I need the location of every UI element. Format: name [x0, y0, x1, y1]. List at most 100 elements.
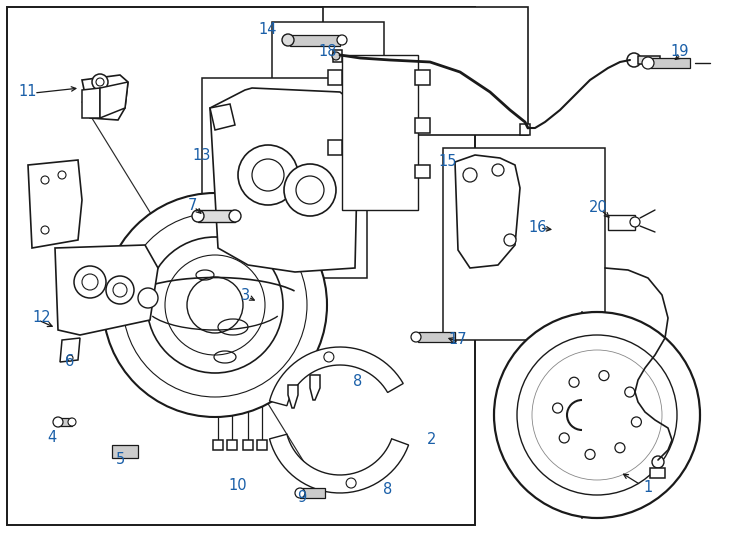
Circle shape: [41, 176, 49, 184]
Polygon shape: [213, 440, 223, 450]
Polygon shape: [608, 215, 635, 230]
Text: 7: 7: [187, 198, 197, 213]
Bar: [323, 7, 528, 135]
Circle shape: [284, 164, 336, 216]
Polygon shape: [55, 245, 158, 335]
Circle shape: [411, 332, 421, 342]
Circle shape: [553, 403, 562, 413]
Text: 14: 14: [259, 23, 277, 37]
Text: 1: 1: [644, 481, 653, 496]
Circle shape: [58, 171, 66, 179]
Polygon shape: [243, 440, 253, 450]
Circle shape: [113, 283, 127, 297]
Polygon shape: [310, 375, 320, 400]
Text: 9: 9: [297, 490, 307, 505]
Circle shape: [282, 34, 294, 46]
Polygon shape: [455, 155, 520, 268]
Polygon shape: [288, 385, 298, 408]
Circle shape: [559, 433, 570, 443]
Text: 19: 19: [671, 44, 689, 59]
Polygon shape: [28, 160, 82, 248]
Polygon shape: [290, 35, 340, 46]
Circle shape: [67, 355, 73, 361]
Text: 2: 2: [427, 433, 437, 448]
Circle shape: [337, 35, 347, 45]
Polygon shape: [58, 418, 72, 426]
Circle shape: [165, 255, 265, 355]
Text: 4: 4: [48, 430, 57, 445]
Polygon shape: [112, 445, 138, 458]
Polygon shape: [520, 124, 530, 135]
Bar: [202, 78, 367, 278]
Circle shape: [296, 176, 324, 204]
Text: 6: 6: [65, 354, 75, 369]
Text: 13: 13: [193, 147, 211, 163]
Circle shape: [625, 387, 635, 397]
Circle shape: [504, 234, 516, 246]
Circle shape: [123, 213, 307, 397]
Text: 11: 11: [19, 84, 37, 99]
Polygon shape: [198, 210, 235, 222]
Text: 10: 10: [229, 478, 247, 494]
Circle shape: [494, 312, 700, 518]
Circle shape: [192, 210, 204, 222]
Circle shape: [630, 217, 640, 227]
Circle shape: [332, 52, 340, 60]
Circle shape: [577, 395, 617, 435]
Circle shape: [585, 449, 595, 460]
Bar: [7, 7, 475, 525]
Polygon shape: [227, 440, 237, 450]
Circle shape: [147, 237, 283, 373]
Circle shape: [627, 53, 641, 67]
Circle shape: [324, 352, 334, 362]
Polygon shape: [638, 56, 660, 64]
Polygon shape: [210, 88, 358, 272]
Polygon shape: [342, 55, 418, 210]
Bar: [443, 148, 605, 340]
Circle shape: [295, 488, 305, 498]
Polygon shape: [328, 70, 342, 85]
Text: 5: 5: [115, 453, 125, 468]
Circle shape: [652, 456, 664, 468]
Circle shape: [187, 277, 243, 333]
Circle shape: [53, 417, 63, 427]
Circle shape: [544, 362, 650, 468]
Circle shape: [532, 350, 662, 480]
Polygon shape: [257, 440, 267, 450]
Polygon shape: [300, 488, 325, 498]
Circle shape: [615, 443, 625, 453]
Polygon shape: [650, 58, 690, 68]
Polygon shape: [82, 88, 100, 118]
Circle shape: [68, 418, 76, 426]
Circle shape: [252, 159, 284, 191]
Circle shape: [82, 274, 98, 290]
Polygon shape: [210, 104, 235, 130]
Circle shape: [599, 370, 609, 381]
Text: 8: 8: [383, 483, 393, 497]
Circle shape: [229, 210, 241, 222]
Polygon shape: [60, 338, 80, 362]
Circle shape: [74, 266, 106, 298]
Circle shape: [346, 478, 356, 488]
Text: 15: 15: [439, 154, 457, 170]
Text: 12: 12: [33, 310, 51, 326]
Text: 8: 8: [353, 375, 363, 389]
Circle shape: [569, 377, 579, 387]
Text: 16: 16: [528, 220, 548, 235]
Circle shape: [106, 276, 134, 304]
Circle shape: [92, 74, 108, 90]
Polygon shape: [269, 347, 403, 406]
Polygon shape: [415, 118, 430, 133]
Circle shape: [463, 168, 477, 182]
Text: 17: 17: [448, 333, 468, 348]
Circle shape: [138, 288, 158, 308]
Polygon shape: [415, 165, 430, 178]
Circle shape: [631, 417, 642, 427]
Circle shape: [238, 145, 298, 205]
Polygon shape: [650, 468, 665, 478]
Circle shape: [41, 226, 49, 234]
Polygon shape: [333, 50, 342, 62]
Circle shape: [96, 78, 104, 86]
Bar: [272, 22, 384, 95]
Circle shape: [517, 335, 677, 495]
